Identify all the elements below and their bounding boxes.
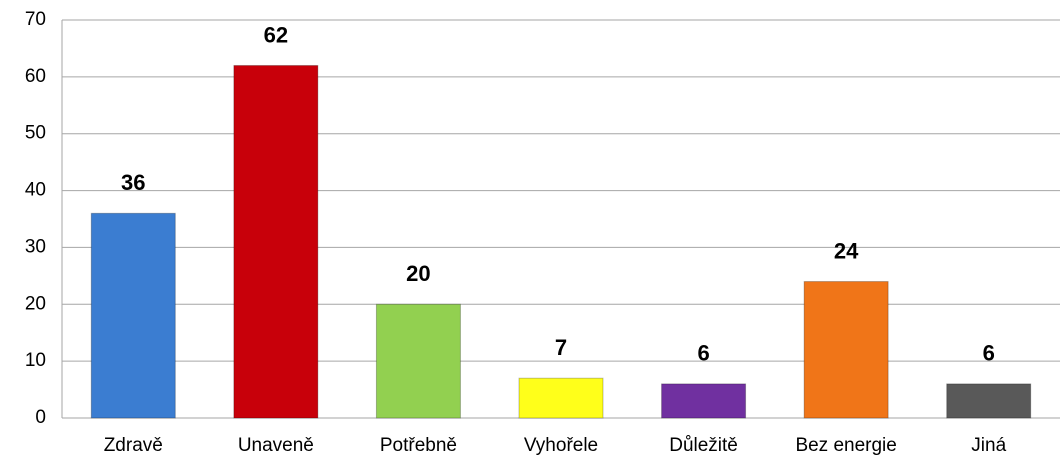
y-tick-label: 50 [25,123,46,144]
data-label: 7 [555,335,567,360]
data-label: 20 [406,261,430,286]
y-tick-label: 10 [25,350,46,371]
x-tick-label: Jiná [971,435,1006,456]
data-label: 62 [264,22,288,47]
bar [233,64,319,419]
data-label: 36 [121,170,145,195]
y-tick-label: 0 [35,407,46,428]
y-tick-label: 30 [25,236,46,257]
y-tick-label: 70 [25,9,46,30]
data-label: 24 [834,238,859,263]
y-tick-label: 60 [25,66,46,87]
bar [661,383,747,419]
x-tick-label: Unaveně [238,435,314,456]
bar [803,281,889,419]
bar [375,303,461,419]
data-label: 6 [697,341,709,366]
x-tick-label: Zdravě [104,435,163,456]
y-tick-label: 40 [25,180,46,201]
data-label: 6 [983,341,995,366]
bar [946,383,1032,419]
x-tick-label: Vyhořele [524,435,598,456]
y-tick-label: 20 [25,293,46,314]
x-tick-label: Bez energie [795,435,896,456]
bar [518,377,604,419]
bar [90,212,176,419]
x-tick-label: Důležitě [669,435,738,456]
x-tick-label: Potřebně [380,435,457,456]
